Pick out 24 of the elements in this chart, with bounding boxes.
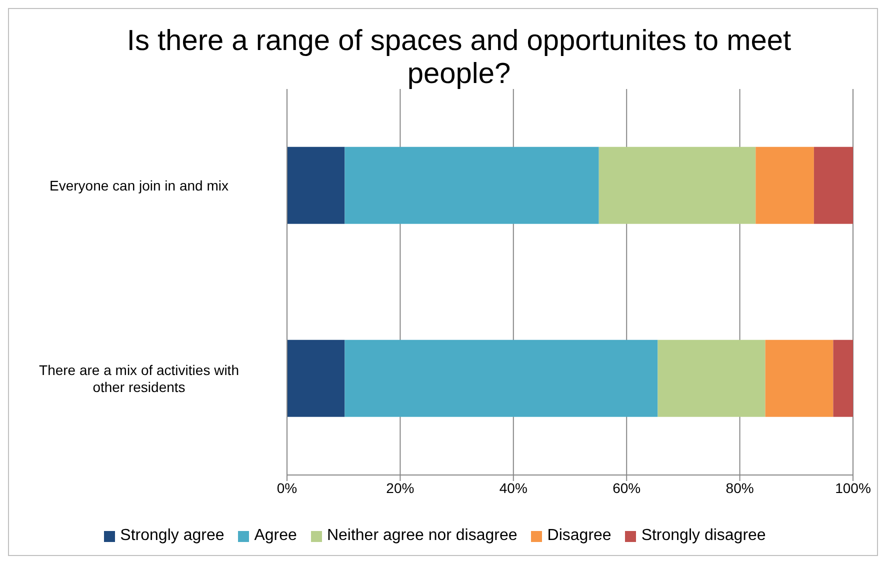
legend-label: Strongly disagree (640, 527, 766, 545)
bar (287, 340, 345, 417)
y-tick-label: Everyone can join in and mix (50, 178, 228, 194)
legend-label: Agree (253, 527, 297, 545)
x-tick-label: 80% (726, 480, 754, 496)
bar (765, 340, 834, 417)
legend-label: Strongly agree (119, 527, 224, 545)
x-tick-label: 60% (612, 480, 641, 496)
bar (344, 340, 658, 417)
legend-label: Neither agree nor disagree (326, 527, 518, 545)
y-tick-label: There are a mix of activities with other residents (39, 362, 239, 395)
bar (287, 146, 345, 224)
bar (658, 340, 766, 417)
bar (344, 146, 599, 224)
x-tick-label: 0% (276, 480, 298, 496)
bar (598, 146, 756, 224)
bar (814, 146, 853, 224)
x-tick-label: 20% (386, 480, 414, 496)
chart-title: Is there a range of spaces and opportunites to meet people? (126, 25, 792, 91)
x-tick-label: 40% (499, 480, 528, 496)
bar (833, 340, 853, 417)
bar (756, 146, 814, 224)
x-tick-label: 100% (835, 480, 871, 496)
legend-label: Disagree (546, 527, 612, 545)
